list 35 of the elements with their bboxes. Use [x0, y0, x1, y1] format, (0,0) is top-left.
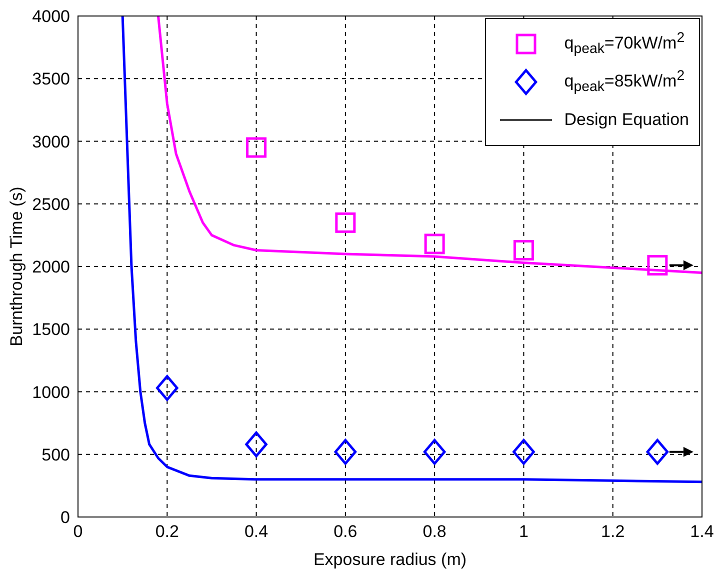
y-tick-label: 2000 — [32, 258, 70, 277]
y-tick-label: 3000 — [32, 132, 70, 152]
y-tick-label: 2500 — [32, 194, 70, 214]
x-axis-title: Exposure radius (m) — [313, 550, 467, 569]
y-tick-label: 1500 — [32, 320, 70, 340]
point — [513, 240, 534, 260]
x-tick-label: 0.8 — [422, 522, 446, 542]
x-tick-label: 0.4 — [244, 522, 268, 542]
x-tick-label: 1.2 — [601, 522, 625, 542]
point — [512, 438, 535, 465]
point — [335, 212, 356, 233]
point — [424, 234, 445, 254]
point — [156, 375, 178, 401]
y-axis-title: Burnthrough Time (s) — [7, 186, 26, 346]
point — [646, 438, 669, 465]
y-tick-label: 1000 — [32, 382, 70, 402]
x-tick-label: 0.2 — [155, 522, 179, 542]
legend-label: Design Equation — [564, 110, 689, 130]
line-series — [121, 16, 702, 484]
x-tick-label: 0.6 — [334, 522, 358, 542]
x-tick-label: 1 — [518, 522, 528, 542]
point — [647, 254, 668, 276]
legend-label: q$_{peak}$=70kW/m$^{2}$ — [564, 30, 685, 58]
point — [334, 438, 357, 465]
legend-label: q$_{peak}$=85kW/m$^{2}$ — [564, 68, 685, 96]
y-tick-label: 500 — [42, 445, 70, 464]
point — [245, 431, 268, 458]
point — [423, 438, 446, 465]
line-series — [156, 16, 702, 274]
y-tick-label: 4000 — [32, 7, 70, 26]
x-tick-label: 0 — [73, 522, 83, 542]
y-tick-label: 0 — [60, 508, 70, 528]
y-tick-label: 3500 — [32, 70, 70, 89]
point — [246, 137, 267, 158]
x-tick-label: 1.4 — [690, 522, 714, 542]
